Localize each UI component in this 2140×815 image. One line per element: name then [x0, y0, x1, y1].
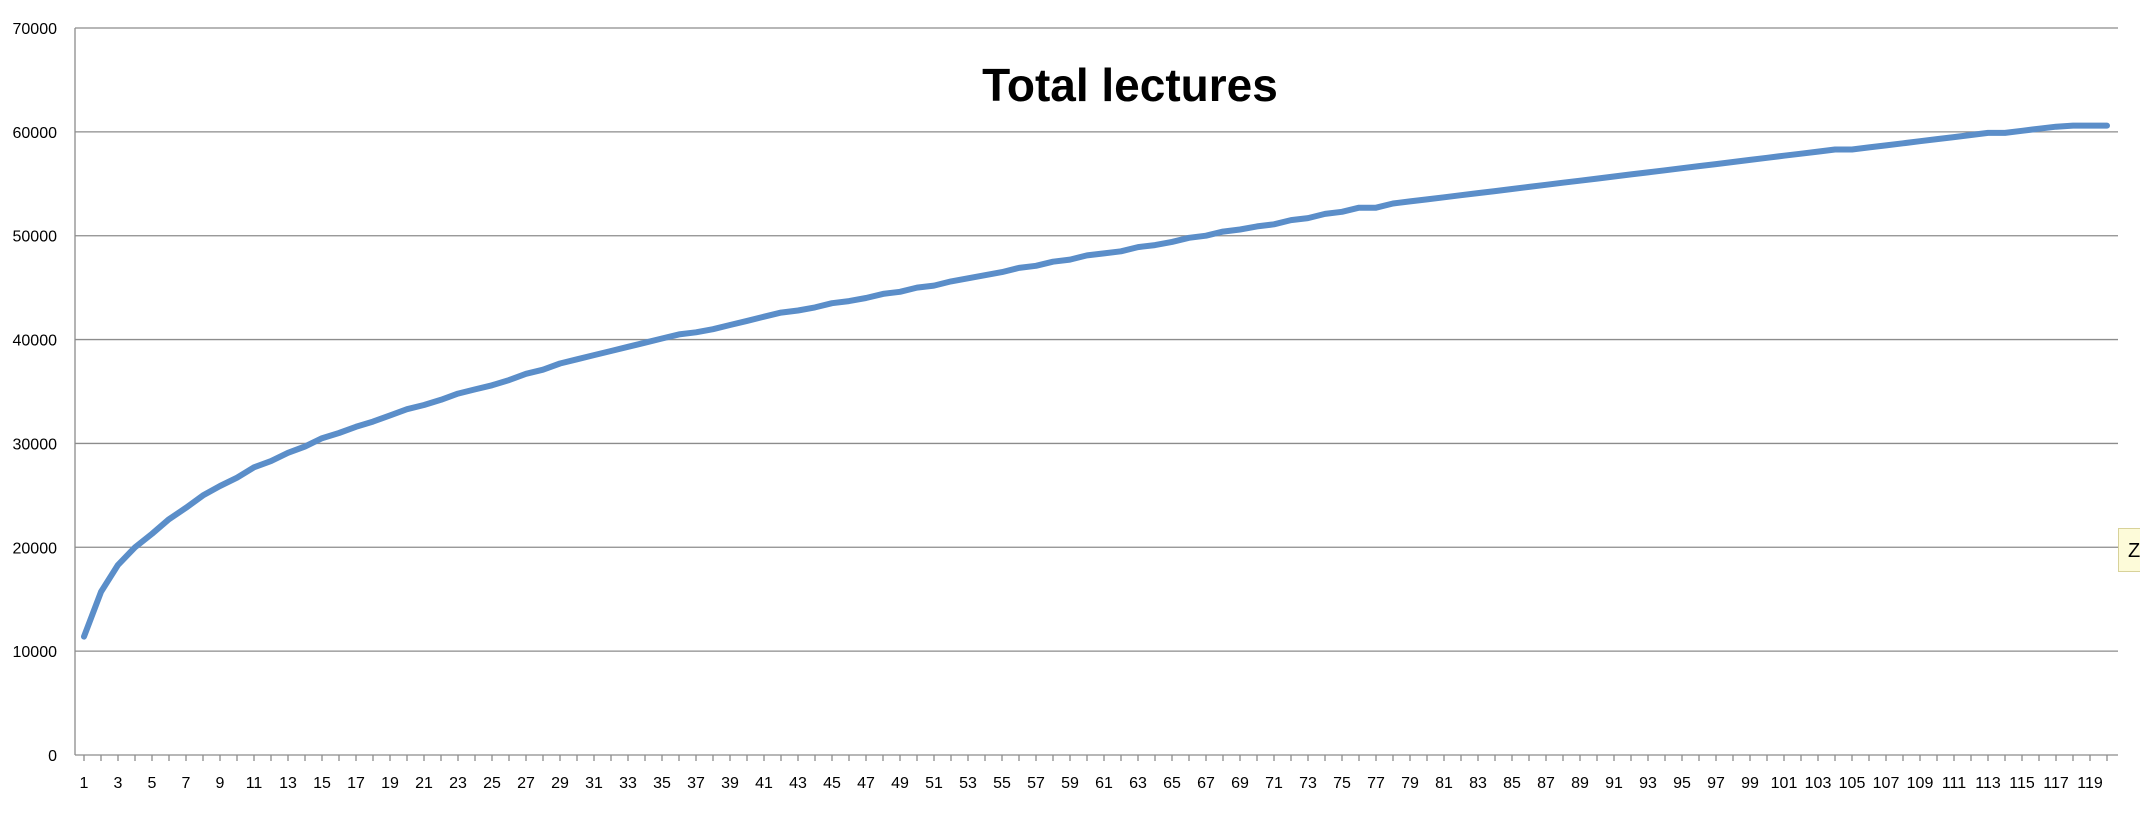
x-tick-label: 69: [1231, 775, 1249, 792]
x-tick-label: 63: [1129, 775, 1147, 792]
x-tick-label: 29: [551, 775, 569, 792]
x-tick-label: 111: [1942, 775, 1966, 792]
x-tick-label: 33: [619, 775, 637, 792]
y-tick-label: 30000: [13, 436, 58, 453]
x-tick-label: 41: [755, 775, 773, 792]
x-tick-label: 39: [721, 775, 739, 792]
x-tick-label: 95: [1673, 775, 1691, 792]
x-tick-label: 53: [959, 775, 977, 792]
x-tick-label: 45: [823, 775, 841, 792]
x-tick-label: 11: [246, 775, 263, 792]
x-tick-label: 5: [148, 775, 157, 792]
x-tick-label: 19: [381, 775, 399, 792]
x-tick-label: 81: [1435, 775, 1453, 792]
x-tick-label: 75: [1333, 775, 1351, 792]
x-tick-label: 47: [857, 775, 875, 792]
x-tick-label: 1: [80, 775, 89, 792]
x-tick-label: 109: [1907, 775, 1934, 792]
x-tick-label: 17: [347, 775, 365, 792]
gridlines: [75, 27, 2118, 652]
x-tick-label: 57: [1027, 775, 1045, 792]
x-tick-label: 65: [1163, 775, 1181, 792]
x-tick-label: 49: [891, 775, 909, 792]
chart-title: Total lectures: [982, 59, 1278, 111]
x-axis-tick-labels: 1 3 5 7 9 11 13 15 17 19 21 23 25 27 29 31 33 35 37 39 41 43 4…: [80, 775, 2103, 792]
y-tick-label: 40000: [13, 333, 58, 350]
x-tick-label: 99: [1741, 775, 1759, 792]
x-tick-label: 15: [313, 775, 331, 792]
x-tick-label: 91: [1605, 775, 1623, 792]
x-tick-label: 73: [1299, 775, 1317, 792]
x-tick-label: 35: [653, 775, 671, 792]
x-tick-label: 83: [1469, 775, 1487, 792]
x-tick-label: 71: [1265, 775, 1283, 792]
x-tick-label: 37: [687, 775, 705, 792]
axes: [74, 28, 2118, 761]
cell-tooltip: Z: [2118, 528, 2140, 572]
x-tick-label: 43: [789, 775, 807, 792]
y-tick-label: 10000: [13, 644, 58, 661]
x-tick-label: 79: [1401, 775, 1419, 792]
x-tick-label: 25: [483, 775, 501, 792]
x-tick-label: 119: [2077, 775, 2103, 792]
x-tick-label: 7: [182, 775, 191, 792]
x-tick-label: 93: [1639, 775, 1657, 792]
y-axis-tick-labels: 0 10000 20000 30000 40000 50000 60000 70000: [13, 21, 58, 765]
x-tick-label: 97: [1707, 775, 1725, 792]
x-tick-label: 67: [1197, 775, 1215, 792]
x-tick-label: 115: [2009, 775, 2035, 792]
x-tick-label: 13: [279, 775, 297, 792]
x-tick-label: 107: [1873, 775, 1900, 792]
y-tick-label: 50000: [13, 229, 58, 246]
series-line-total-lectures: [81, 122, 2110, 640]
x-tick-label: 59: [1061, 775, 1079, 792]
x-tick-label: 27: [517, 775, 535, 792]
y-tick-label: 70000: [13, 21, 58, 38]
x-tick-label: 31: [585, 775, 603, 792]
x-tick-label: 77: [1367, 775, 1385, 792]
x-tick-label: 9: [216, 775, 225, 792]
x-tick-label: 21: [415, 775, 433, 792]
x-tick-label: 61: [1095, 775, 1113, 792]
x-tick-label: 89: [1571, 775, 1589, 792]
x-tick-label: 103: [1805, 775, 1832, 792]
x-tick-label: 23: [449, 775, 467, 792]
x-tick-label: 105: [1839, 775, 1866, 792]
x-tick-label: 55: [993, 775, 1011, 792]
y-tick-label: 60000: [13, 125, 58, 142]
x-tick-label: 85: [1503, 775, 1521, 792]
x-tick-label: 117: [2043, 775, 2069, 792]
x-tick-label: 113: [1975, 775, 2001, 792]
x-tick-label: 101: [1771, 775, 1798, 792]
x-tick-label: 87: [1537, 775, 1555, 792]
x-tick-label: 51: [925, 775, 943, 792]
y-tick-label: 0: [48, 748, 57, 765]
y-tick-label: 20000: [13, 540, 58, 557]
x-tick-label: 3: [114, 775, 123, 792]
